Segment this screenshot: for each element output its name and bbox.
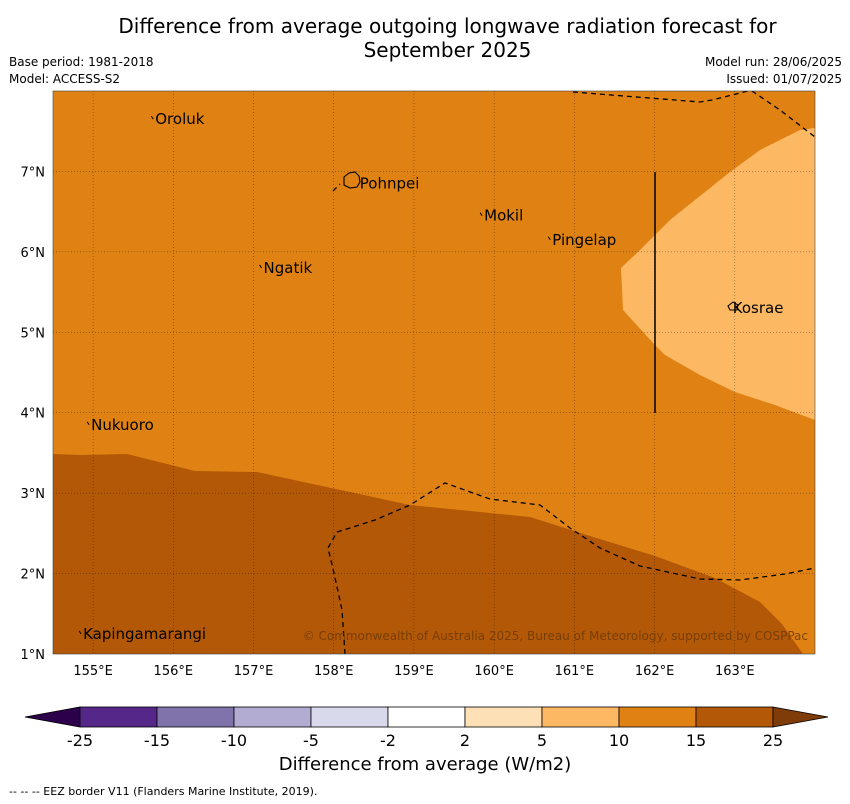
colorbar-tick-label: 2 (460, 731, 470, 750)
colorbar-tick-label: 5 (537, 731, 547, 750)
kosrae-coastline (727, 301, 739, 311)
place-marker (547, 236, 551, 241)
colorbar-segment (233, 706, 312, 728)
title-line-2: September 2025 (363, 38, 532, 62)
lat-tick-label: 7°N (21, 165, 46, 180)
colorbar-title: Difference from average (W/m2) (278, 754, 572, 775)
colorbar-segment (156, 706, 235, 728)
meta-left: Base period: 1981-2018 Model: ACCESS-S2 (9, 54, 154, 88)
eez-border-pohnpei (332, 183, 341, 192)
eez-border-northeast (751, 91, 815, 138)
map-area: Oroluk Pohnpei Mokil Pingelap Ngatik Kosrae Nu… (53, 91, 815, 654)
colorbar-tick-label: -25 (67, 731, 93, 750)
colorbar-segment (310, 706, 389, 728)
map-frame (52, 90, 816, 655)
eez-borders (327, 91, 815, 654)
lon-tick-label: 161°E (555, 664, 595, 679)
colorbar: -25 -15 -10 -5 -2 2 5 10 15 25 (24, 706, 829, 750)
title-line-1: Difference from average outgoing longwav… (118, 14, 777, 38)
graticule (53, 91, 815, 654)
colorbar-segment (618, 706, 697, 728)
lon-tick-label: 156°E (154, 664, 194, 679)
colorbar-tick-label: -15 (144, 731, 170, 750)
place-label-pohnpei: Pohnpei (360, 174, 420, 192)
place-marker (86, 421, 90, 426)
model-run: Model run: 28/06/2025 (704, 55, 842, 69)
place-labels: Oroluk Pohnpei Mokil Pingelap Ngatik Kosrae Nu… (78, 110, 784, 643)
colorbar-segment (695, 706, 774, 728)
lon-tick-label: 160°E (474, 664, 514, 679)
place-label-oroluk: Oroluk (155, 110, 204, 128)
longitude-tick-labels: 155°E 156°E 157°E 158°E 159°E 160°E 161°E 162°E… (73, 664, 754, 679)
place-label-kosrae: Kosrae (733, 299, 784, 317)
place-marker (150, 115, 154, 120)
lon-tick-label: 163°E (715, 664, 755, 679)
place-marker (479, 212, 483, 216)
eez-border-north (572, 91, 749, 103)
lat-tick-label: 3°N (21, 487, 46, 502)
colorbar-extend-high (772, 706, 829, 728)
place-marker (78, 630, 82, 635)
colorbar-tick-label: 10 (609, 731, 629, 750)
lon-tick-label: 159°E (394, 664, 434, 679)
lon-tick-label: 162°E (635, 664, 675, 679)
lat-tick-label: 4°N (21, 407, 46, 422)
latitude-tick-labels: 1°N 2°N 3°N 4°N 5°N 6°N 7°N (21, 165, 46, 663)
base-period: Base period: 1981-2018 (9, 55, 154, 69)
pohnpei-coastline (343, 171, 361, 189)
lat-tick-label: 5°N (21, 326, 46, 341)
lat-tick-label: 1°N (21, 648, 46, 663)
colorbar-tick-label: -10 (221, 731, 247, 750)
lat-tick-label: 6°N (21, 246, 46, 261)
place-label-kapingamarangi: Kapingamarangi (83, 625, 206, 643)
place-marker (259, 264, 262, 269)
place-label-ngatik: Ngatik (264, 259, 313, 277)
chart-title: Difference from average outgoing longwav… (0, 14, 850, 62)
lon-tick-label: 155°E (73, 664, 113, 679)
lat-tick-label: 2°N (21, 568, 46, 583)
colorbar-extend-low (24, 706, 81, 728)
colorbar-segment (541, 706, 620, 728)
copyright-notice: © Commonwealth of Australia 2025, Bureau… (303, 629, 808, 643)
colorbar-tick-label: 15 (686, 731, 706, 750)
place-label-mokil: Mokil (484, 207, 523, 225)
colorbar-tick-label: -5 (303, 731, 319, 750)
colorbar-segment (387, 706, 466, 728)
meta-right: Model run: 28/06/2025 Issued: 01/07/2025 (705, 54, 842, 88)
anomaly-region-15-25 (53, 454, 803, 654)
eez-border-south (327, 482, 815, 654)
anomaly-region-5-10 (621, 128, 815, 420)
issued-date: Issued: 01/07/2025 (726, 72, 842, 86)
place-label-pingelap: Pingelap (552, 231, 616, 249)
colorbar-tick-label: 25 (763, 731, 783, 750)
lon-tick-label: 157°E (234, 664, 274, 679)
model-name: Model: ACCESS-S2 (9, 72, 121, 86)
colorbar-segment (464, 706, 543, 728)
lon-tick-label: 158°E (314, 664, 354, 679)
colorbar-segment (79, 706, 158, 728)
place-label-nukuoro: Nukuoro (91, 416, 154, 434)
footer-note: -- -- -- EEZ border V11 (Flanders Marine… (9, 785, 318, 798)
colorbar-tick-label: -2 (380, 731, 396, 750)
